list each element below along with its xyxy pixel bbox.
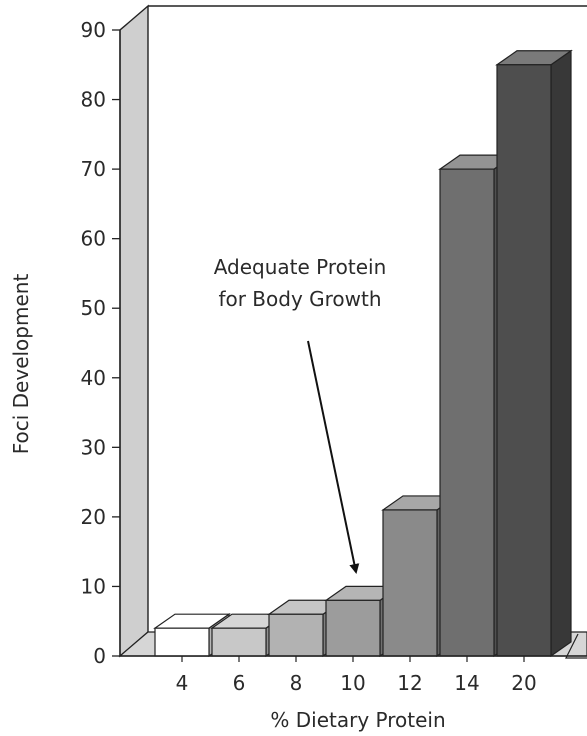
annotation-line-1: Adequate Protein <box>214 255 387 279</box>
bar-front <box>325 599 381 657</box>
y-tick-label: 50 <box>81 296 106 320</box>
y-tick-label: 90 <box>81 18 106 42</box>
x-tick-label: 14 <box>454 671 479 695</box>
bar-front <box>496 64 552 657</box>
x-tick-label: 6 <box>233 671 246 695</box>
annotation: Adequate Protein for Body Growth <box>214 255 387 574</box>
annotation-line-2: for Body Growth <box>218 287 381 311</box>
x-tick-label: 4 <box>176 671 189 695</box>
y-tick-label: 20 <box>81 505 106 529</box>
y-tick-label: 30 <box>81 435 106 459</box>
x-tick-label: 8 <box>290 671 303 695</box>
x-axis: 4 6 8 10 12 14 20 <box>120 655 587 695</box>
bar-front <box>382 509 438 657</box>
y-tick-label: 60 <box>81 227 106 251</box>
x-tick-label: 12 <box>397 671 422 695</box>
x-tick-label: 10 <box>340 671 365 695</box>
x-axis-label: % Dietary Protein <box>270 708 445 732</box>
bar-front <box>439 168 495 657</box>
bar-side <box>550 49 572 658</box>
x-tick-label: 20 <box>511 671 536 695</box>
y-axis: 0 10 20 30 40 50 60 70 80 90 <box>81 18 121 668</box>
bar <box>495 49 573 658</box>
back-wall <box>119 4 149 658</box>
bars-group <box>153 49 573 658</box>
y-tick-label: 80 <box>81 88 106 112</box>
y-axis-label: Foci Development <box>9 274 33 455</box>
y-tick-label: 0 <box>93 644 106 668</box>
y-tick-label: 70 <box>81 157 106 181</box>
bar-front <box>154 627 210 657</box>
y-tick-label: 40 <box>81 366 106 390</box>
y-tick-label: 10 <box>81 574 106 598</box>
annotation-arrow <box>307 340 360 574</box>
floor-edge <box>565 633 587 659</box>
bar-front <box>211 627 267 657</box>
bar-front <box>268 613 324 657</box>
